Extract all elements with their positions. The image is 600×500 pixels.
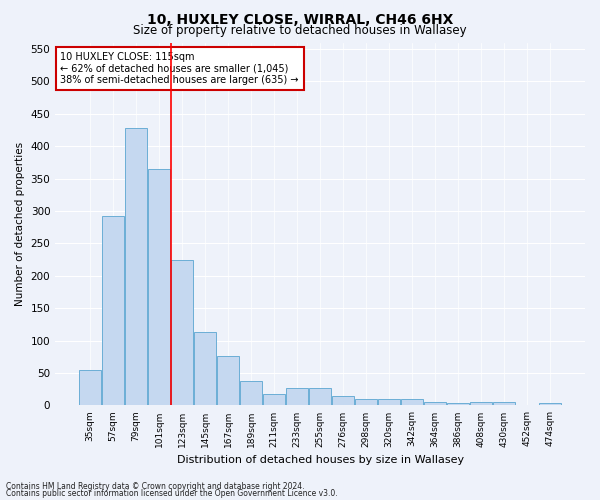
- Text: 10, HUXLEY CLOSE, WIRRAL, CH46 6HX: 10, HUXLEY CLOSE, WIRRAL, CH46 6HX: [147, 12, 453, 26]
- Text: Size of property relative to detached houses in Wallasey: Size of property relative to detached ho…: [133, 24, 467, 37]
- Bar: [470, 402, 492, 406]
- Bar: [148, 169, 170, 406]
- Text: 10 HUXLEY CLOSE: 115sqm
← 62% of detached houses are smaller (1,045)
38% of semi: 10 HUXLEY CLOSE: 115sqm ← 62% of detache…: [61, 52, 299, 85]
- Bar: [286, 388, 308, 406]
- Bar: [125, 128, 147, 406]
- Bar: [378, 399, 400, 406]
- Bar: [79, 370, 101, 406]
- Y-axis label: Number of detached properties: Number of detached properties: [15, 142, 25, 306]
- Bar: [355, 399, 377, 406]
- Text: Contains public sector information licensed under the Open Government Licence v3: Contains public sector information licen…: [6, 490, 338, 498]
- Bar: [424, 402, 446, 406]
- Bar: [263, 394, 285, 406]
- Bar: [309, 388, 331, 406]
- Bar: [171, 260, 193, 406]
- Bar: [539, 403, 561, 406]
- Bar: [102, 216, 124, 406]
- Bar: [447, 403, 469, 406]
- Text: Contains HM Land Registry data © Crown copyright and database right 2024.: Contains HM Land Registry data © Crown c…: [6, 482, 305, 491]
- Bar: [401, 399, 423, 406]
- Bar: [217, 356, 239, 406]
- Bar: [332, 396, 354, 406]
- Bar: [194, 332, 216, 406]
- Bar: [493, 402, 515, 406]
- Bar: [240, 381, 262, 406]
- X-axis label: Distribution of detached houses by size in Wallasey: Distribution of detached houses by size …: [176, 455, 464, 465]
